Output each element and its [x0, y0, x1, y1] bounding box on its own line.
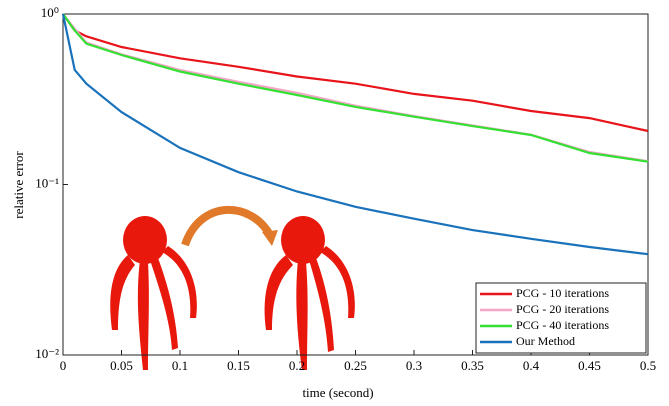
x-tick-label: 0.45	[578, 358, 601, 373]
illustration	[110, 206, 355, 370]
legend-label: PCG - 20 iterations	[516, 302, 609, 316]
series-line	[62, 13, 649, 163]
y-tick-label: 10⁰	[41, 5, 59, 20]
series-line	[62, 13, 649, 163]
x-tick-label: 0.25	[344, 358, 367, 373]
x-tick-label: 0.15	[227, 358, 250, 373]
x-axis-label: time (second)	[302, 385, 373, 400]
x-tick-label: 0.2	[289, 358, 305, 373]
x-tick-label: 0.4	[523, 358, 540, 373]
y-tick-label: 10⁻¹	[35, 175, 59, 190]
x-tick-label: 0.35	[461, 358, 484, 373]
x-tick-label: 0.3	[406, 358, 422, 373]
legend-label: PCG - 40 iterations	[516, 318, 609, 332]
series-line	[61, 13, 649, 256]
legend-label: Our Method	[516, 334, 575, 348]
x-tick-label: 0.1	[172, 358, 188, 373]
y-tick-label: 10⁻²	[35, 346, 59, 361]
x-tick-label: 0.05	[110, 358, 133, 373]
x-tick-label: 0	[60, 358, 67, 373]
x-tick-label: 0.5	[640, 358, 656, 373]
y-axis-label: relative error	[11, 151, 26, 219]
legend-label: PCG - 10 iterations	[516, 286, 609, 300]
series-line	[62, 13, 649, 133]
